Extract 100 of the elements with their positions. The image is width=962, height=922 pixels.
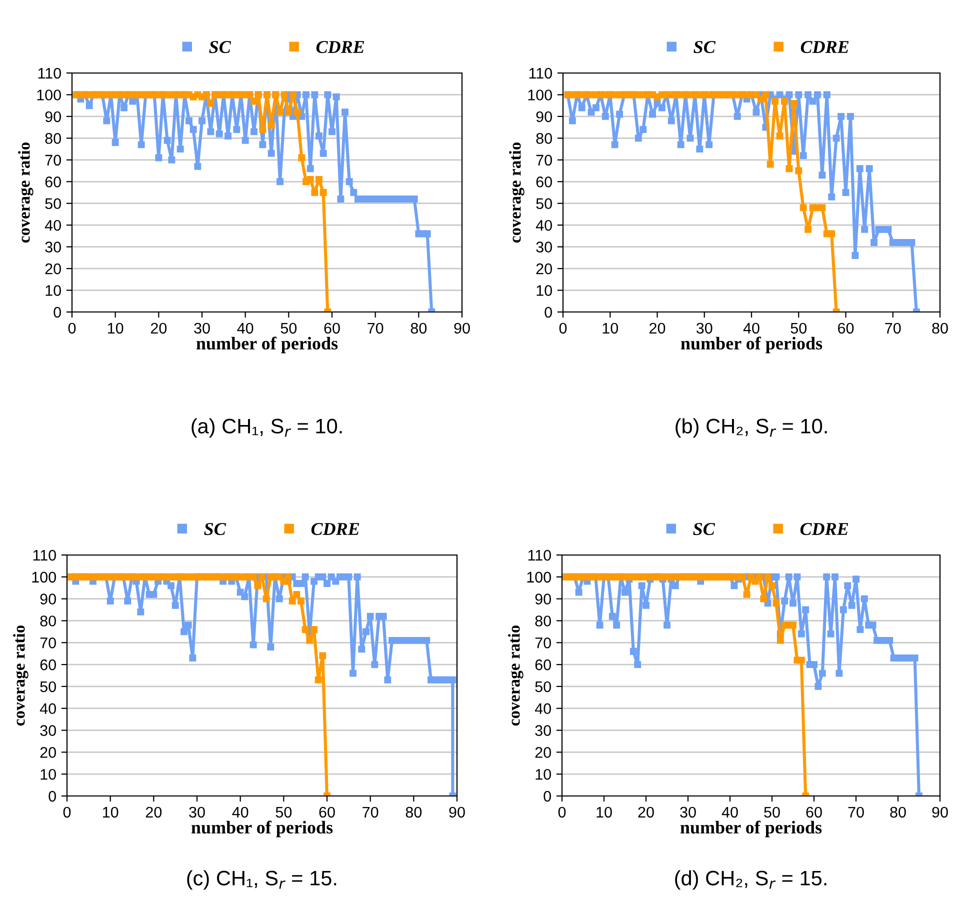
x-tick-label: 50 (790, 322, 807, 334)
x-tick-label: 70 (848, 806, 864, 818)
point (310, 626, 318, 633)
point (795, 167, 802, 174)
y-tick-label: 20 (40, 747, 56, 758)
y-tick-label: 60 (536, 176, 552, 188)
y-tick-label: 50 (536, 198, 552, 210)
point (254, 582, 262, 590)
y-tick-label: 40 (44, 220, 61, 231)
y-tick-label: 60 (535, 659, 551, 670)
y-tick-label: 80 (45, 133, 61, 144)
x-tick-label: 0 (559, 322, 567, 334)
point (288, 598, 296, 604)
x-axis-title: number of periods (680, 336, 822, 354)
point (772, 600, 780, 607)
y-tick-label: 110 (38, 68, 61, 79)
x-tick-label: 90 (449, 806, 465, 818)
point (800, 204, 807, 212)
point (268, 122, 275, 129)
legend-label: CDRE (800, 522, 848, 536)
legend-label: CDRE (800, 40, 849, 54)
point (804, 226, 812, 233)
y-tick-label: 110 (529, 68, 552, 79)
x-tick-label: 10 (108, 322, 124, 334)
y-tick-label: 30 (536, 242, 552, 253)
y-tick-label: 10 (40, 768, 56, 780)
x-tick-label: 40 (722, 806, 738, 818)
point (306, 636, 314, 644)
y-tick-label: 100 (527, 572, 551, 583)
point (280, 91, 288, 98)
point (262, 595, 270, 602)
point (319, 652, 326, 660)
text: (b) CH₂, S$_{r}$ = 10. (676, 418, 827, 438)
x-tick-label: 20 (638, 806, 654, 818)
y-tick-label: 50 (45, 198, 61, 210)
point (302, 626, 309, 633)
x-tick-label: 80 (410, 322, 427, 334)
y-tick-label: 70 (535, 638, 551, 648)
x-tick-label: 50 (280, 322, 297, 334)
x-tick-label: 50 (764, 806, 780, 818)
point (776, 132, 784, 140)
point (290, 91, 296, 98)
legend-label: CDRE (316, 40, 364, 54)
x-tick-label: 90 (932, 806, 948, 818)
y-tick-label: 0 (48, 790, 56, 802)
x-tick-label: 0 (63, 806, 71, 818)
y-tick-label: 60 (45, 176, 61, 188)
y-tick-label: 20 (536, 263, 552, 274)
x-tick-label: 50 (276, 806, 292, 818)
x-axis-title: number of periods (680, 820, 822, 838)
y-axis-title: coverage ratio (18, 142, 34, 243)
y-tick-label: 90 (536, 111, 552, 122)
y-tick-label: 40 (536, 220, 552, 231)
y-tick-label: 100 (528, 90, 552, 100)
point (207, 100, 214, 107)
point (768, 582, 776, 590)
point (790, 622, 796, 629)
x-tick-label: 10 (602, 322, 618, 334)
x-tick-label: 90 (454, 322, 470, 334)
point (766, 160, 774, 168)
y-tick-label: 30 (535, 725, 551, 736)
x-tick-label: 70 (885, 322, 901, 334)
y-tick-label: 110 (528, 550, 551, 561)
x-tick-label: 80 (406, 806, 422, 818)
y-tick-label: 110 (33, 550, 56, 561)
x-tick-label: 60 (324, 322, 340, 334)
x-tick-label: 0 (68, 322, 76, 334)
point (250, 98, 258, 105)
y-tick-label: 80 (536, 133, 552, 144)
point (828, 230, 836, 238)
y-axis-title: coverage ratio (509, 142, 524, 243)
legend-label: SC (693, 522, 716, 536)
legend-label: CDRE (311, 522, 360, 536)
x-tick-label: 30 (194, 322, 210, 334)
x-tick-label: 60 (319, 806, 335, 818)
y-tick-label: 10 (536, 768, 551, 780)
point (743, 590, 750, 598)
point (818, 204, 826, 212)
x-tick-label: 0 (558, 806, 566, 818)
legend-label: SC (694, 40, 716, 54)
x-tick-label: 30 (189, 806, 205, 818)
text: (c) CH₁, S$_{r}$ = 15. (187, 870, 336, 890)
x-tick-label: 60 (806, 806, 822, 818)
point (314, 676, 322, 684)
y-tick-label: 10 (46, 285, 61, 296)
point (776, 636, 784, 644)
x-tick-label: 80 (890, 806, 906, 818)
point (790, 100, 798, 107)
point (276, 108, 284, 116)
x-tick-label: 30 (696, 322, 712, 334)
y-tick-label: 0 (54, 306, 61, 318)
x-axis-title: number of periods (196, 336, 338, 354)
x-tick-label: 40 (743, 322, 760, 334)
y-tick-label: 30 (45, 242, 61, 253)
x-tick-label: 40 (237, 322, 254, 334)
y-axis-title: coverage ratio (508, 625, 524, 726)
x-tick-label: 30 (680, 806, 696, 818)
point (294, 108, 301, 116)
point (298, 154, 306, 162)
point (259, 126, 266, 133)
